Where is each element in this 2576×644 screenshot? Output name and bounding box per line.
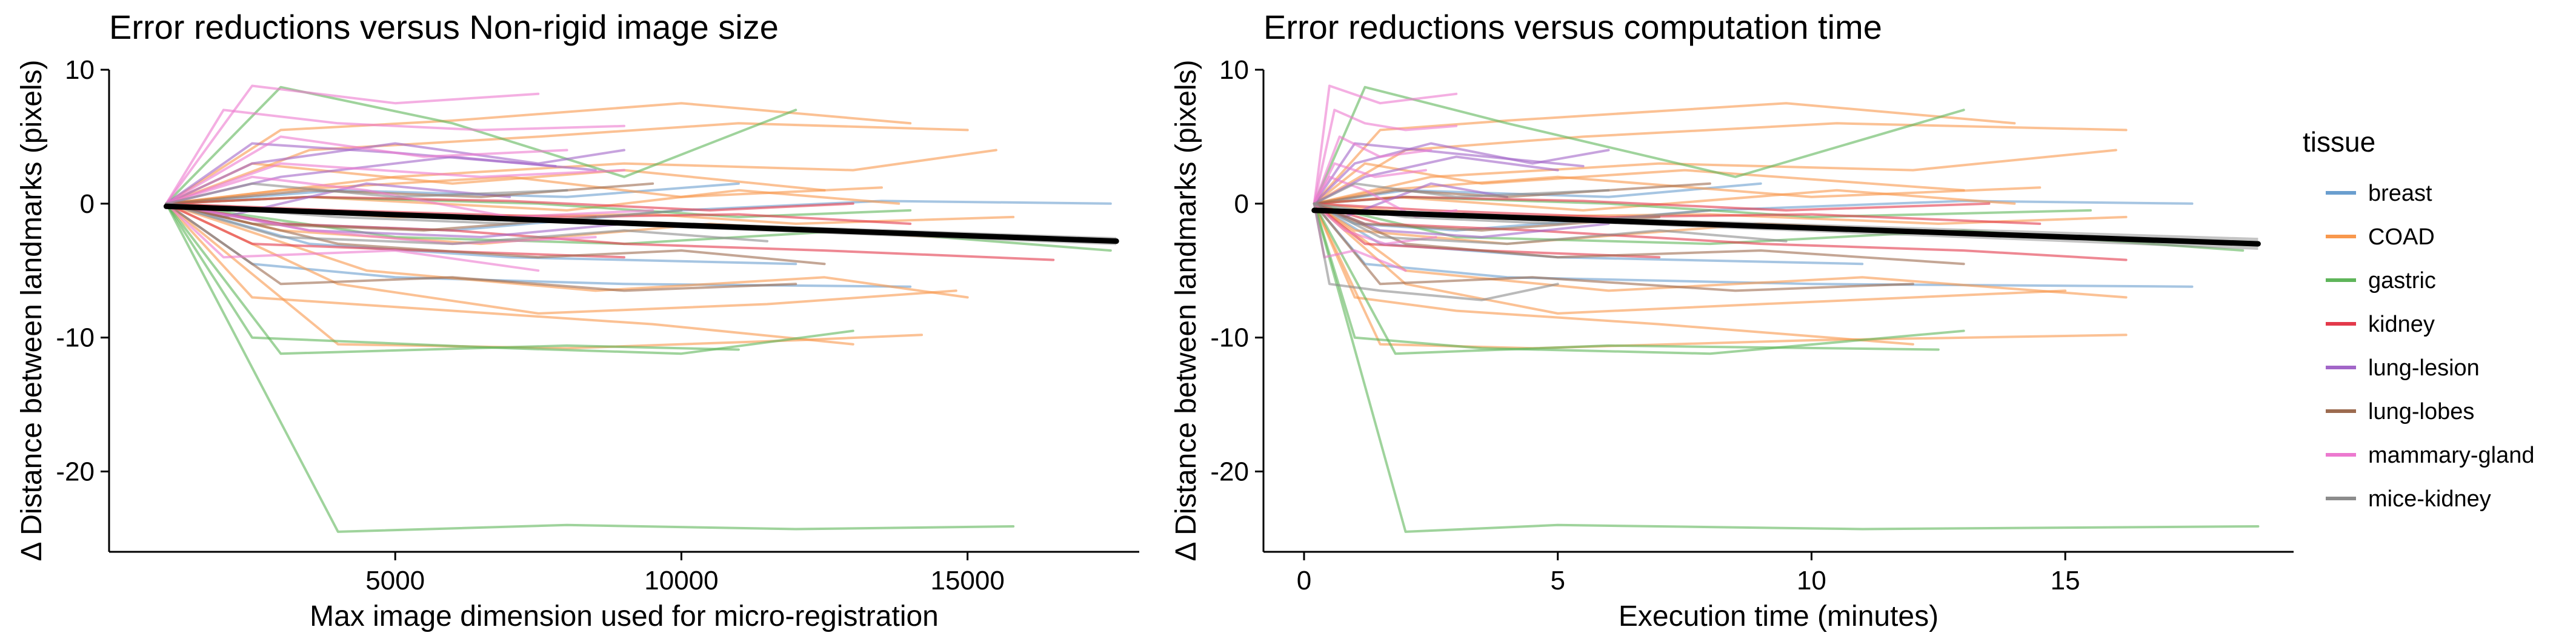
chart-panel-size: Error reductions versus Non-rigid image … xyxy=(16,8,1139,632)
series-line-COAD xyxy=(1313,202,2128,299)
x-tick-label: 15000 xyxy=(930,566,1004,595)
legend-label-lung-lobes: lung-lobes xyxy=(2368,399,2474,424)
x-tick-label: 0 xyxy=(1297,566,1311,595)
trend-line xyxy=(1311,207,2261,247)
legend-label-lung-lesion: lung-lesion xyxy=(2368,355,2480,381)
series-line-kidney xyxy=(165,202,625,259)
chart-panel-time: Error reductions versus computation time… xyxy=(1170,8,2294,632)
series-line-COAD xyxy=(165,102,912,205)
x-tick-label: 10000 xyxy=(644,566,718,595)
y-tick-label: -20 xyxy=(1210,457,1249,487)
series-line-gastric xyxy=(1313,86,1965,205)
series-line-mammary-gland xyxy=(1313,162,1427,205)
legend-label-kidney: kidney xyxy=(2368,312,2435,337)
x-axis-ticks: 5000 10000 15000 xyxy=(365,552,1005,595)
chart-title: Error reductions versus Non-rigid image … xyxy=(109,8,779,46)
series-line-COAD xyxy=(1313,102,2016,205)
series-line-COAD xyxy=(165,202,854,346)
x-axis-ticks: 0 5 10 15 xyxy=(1297,552,2080,595)
y-axis-ticks: 10 0 -10 -20 xyxy=(1210,55,1263,487)
series-line-COAD xyxy=(1313,149,2117,205)
series-line-lung-lobes xyxy=(165,202,826,266)
series-line-lung-lesion xyxy=(1313,142,1610,205)
series-line-COAD xyxy=(1313,162,1965,205)
series-line-COAD xyxy=(1313,122,2128,205)
y-tick-label: -20 xyxy=(56,457,95,487)
series-line-mice-kidney xyxy=(1313,202,1788,246)
chart-title: Error reductions versus computation time xyxy=(1263,8,1882,46)
series-line-mammary-gland xyxy=(1313,135,1433,205)
x-tick-label: 10 xyxy=(1797,566,1826,595)
series-line-lung-lesion xyxy=(165,142,625,205)
series-line-mammary-gland xyxy=(165,135,568,205)
y-axis-label: Δ Distance between landmarks (pixels) xyxy=(1170,59,1202,561)
series-line-COAD xyxy=(165,202,957,315)
series-line-mammary-gland xyxy=(1313,202,1437,246)
series-line-kidney xyxy=(165,195,854,212)
series-line-mammary-gland xyxy=(165,202,540,272)
y-tick-label: 10 xyxy=(1219,55,1249,85)
series-line-mammary-gland xyxy=(165,109,625,205)
x-tick-label: 15 xyxy=(2051,566,2080,595)
series-line-gastric xyxy=(165,202,740,355)
series-line-lung-lesion xyxy=(1313,142,1585,205)
series-line-kidney xyxy=(1313,202,1661,259)
x-axis-label: Max image dimension used for micro-regis… xyxy=(310,600,939,632)
series-line-COAD xyxy=(165,175,883,205)
legend-items: breast COAD gastric kidney lung-lesion lung-l… xyxy=(2326,181,2535,512)
x-axis-label: Execution time (minutes) xyxy=(1619,600,1939,632)
y-tick-label: 0 xyxy=(80,189,95,219)
series-line-gastric xyxy=(165,86,797,205)
series-line-COAD xyxy=(165,202,969,299)
y-tick-label: 0 xyxy=(1234,189,1249,219)
x-tick-label: 5 xyxy=(1550,566,1565,595)
legend-label-breast: breast xyxy=(2368,181,2432,206)
series-line-COAD xyxy=(165,202,924,350)
y-tick-label: -10 xyxy=(1210,323,1249,353)
plot-area xyxy=(163,84,1119,533)
series-line-COAD xyxy=(1313,202,1914,346)
y-tick-label: 10 xyxy=(65,55,95,85)
series-line-mice-kidney xyxy=(165,202,769,246)
series-line-mammary-gland xyxy=(165,162,625,205)
series-line-lung-lobes xyxy=(1313,202,1965,266)
series-line-kidney xyxy=(1313,202,2128,261)
series-line-gastric xyxy=(165,202,1015,533)
series-line-gastric xyxy=(1313,202,1965,355)
series-line-mice-kidney xyxy=(1313,182,1610,205)
series-line-mammary-gland xyxy=(165,175,654,218)
series-line-lung-lesion xyxy=(165,142,557,205)
series-line-mammary-gland xyxy=(165,202,597,246)
series-line-kidney xyxy=(1313,195,1991,212)
series-line-mice-kidney xyxy=(1313,202,1559,301)
legend-label-gastric: gastric xyxy=(2368,268,2436,293)
y-axis-ticks: 10 0 -10 -20 xyxy=(56,55,109,487)
series-line-mammary-gland xyxy=(1313,84,1458,205)
series-line-gastric xyxy=(1313,202,2260,533)
legend: tissue breast COAD gastric kidney lung-lesio… xyxy=(2303,126,2535,512)
legend-label-mammary-gland: mammary-gland xyxy=(2368,443,2535,468)
series-line-mammary-gland xyxy=(165,84,540,205)
x-tick-label: 5000 xyxy=(365,566,425,595)
y-axis-label: Δ Distance between landmarks (pixels) xyxy=(16,59,48,561)
series-line-gastric xyxy=(1313,202,1940,355)
series-line-COAD xyxy=(1313,202,2067,315)
legend-label-mice-kidney: mice-kidney xyxy=(2368,486,2491,512)
trend-line xyxy=(163,203,1119,244)
legend-title: tissue xyxy=(2303,126,2375,158)
legend-label-COAD: COAD xyxy=(2368,224,2435,250)
y-tick-label: -10 xyxy=(56,323,95,353)
series-line-kidney xyxy=(1313,202,2042,225)
series-line-mammary-gland xyxy=(1313,109,1458,205)
series-line-mice-kidney xyxy=(165,182,568,205)
series-line-lung-lobes xyxy=(1313,202,1914,292)
plot-area xyxy=(1311,84,2261,533)
series-line-COAD xyxy=(165,122,969,205)
